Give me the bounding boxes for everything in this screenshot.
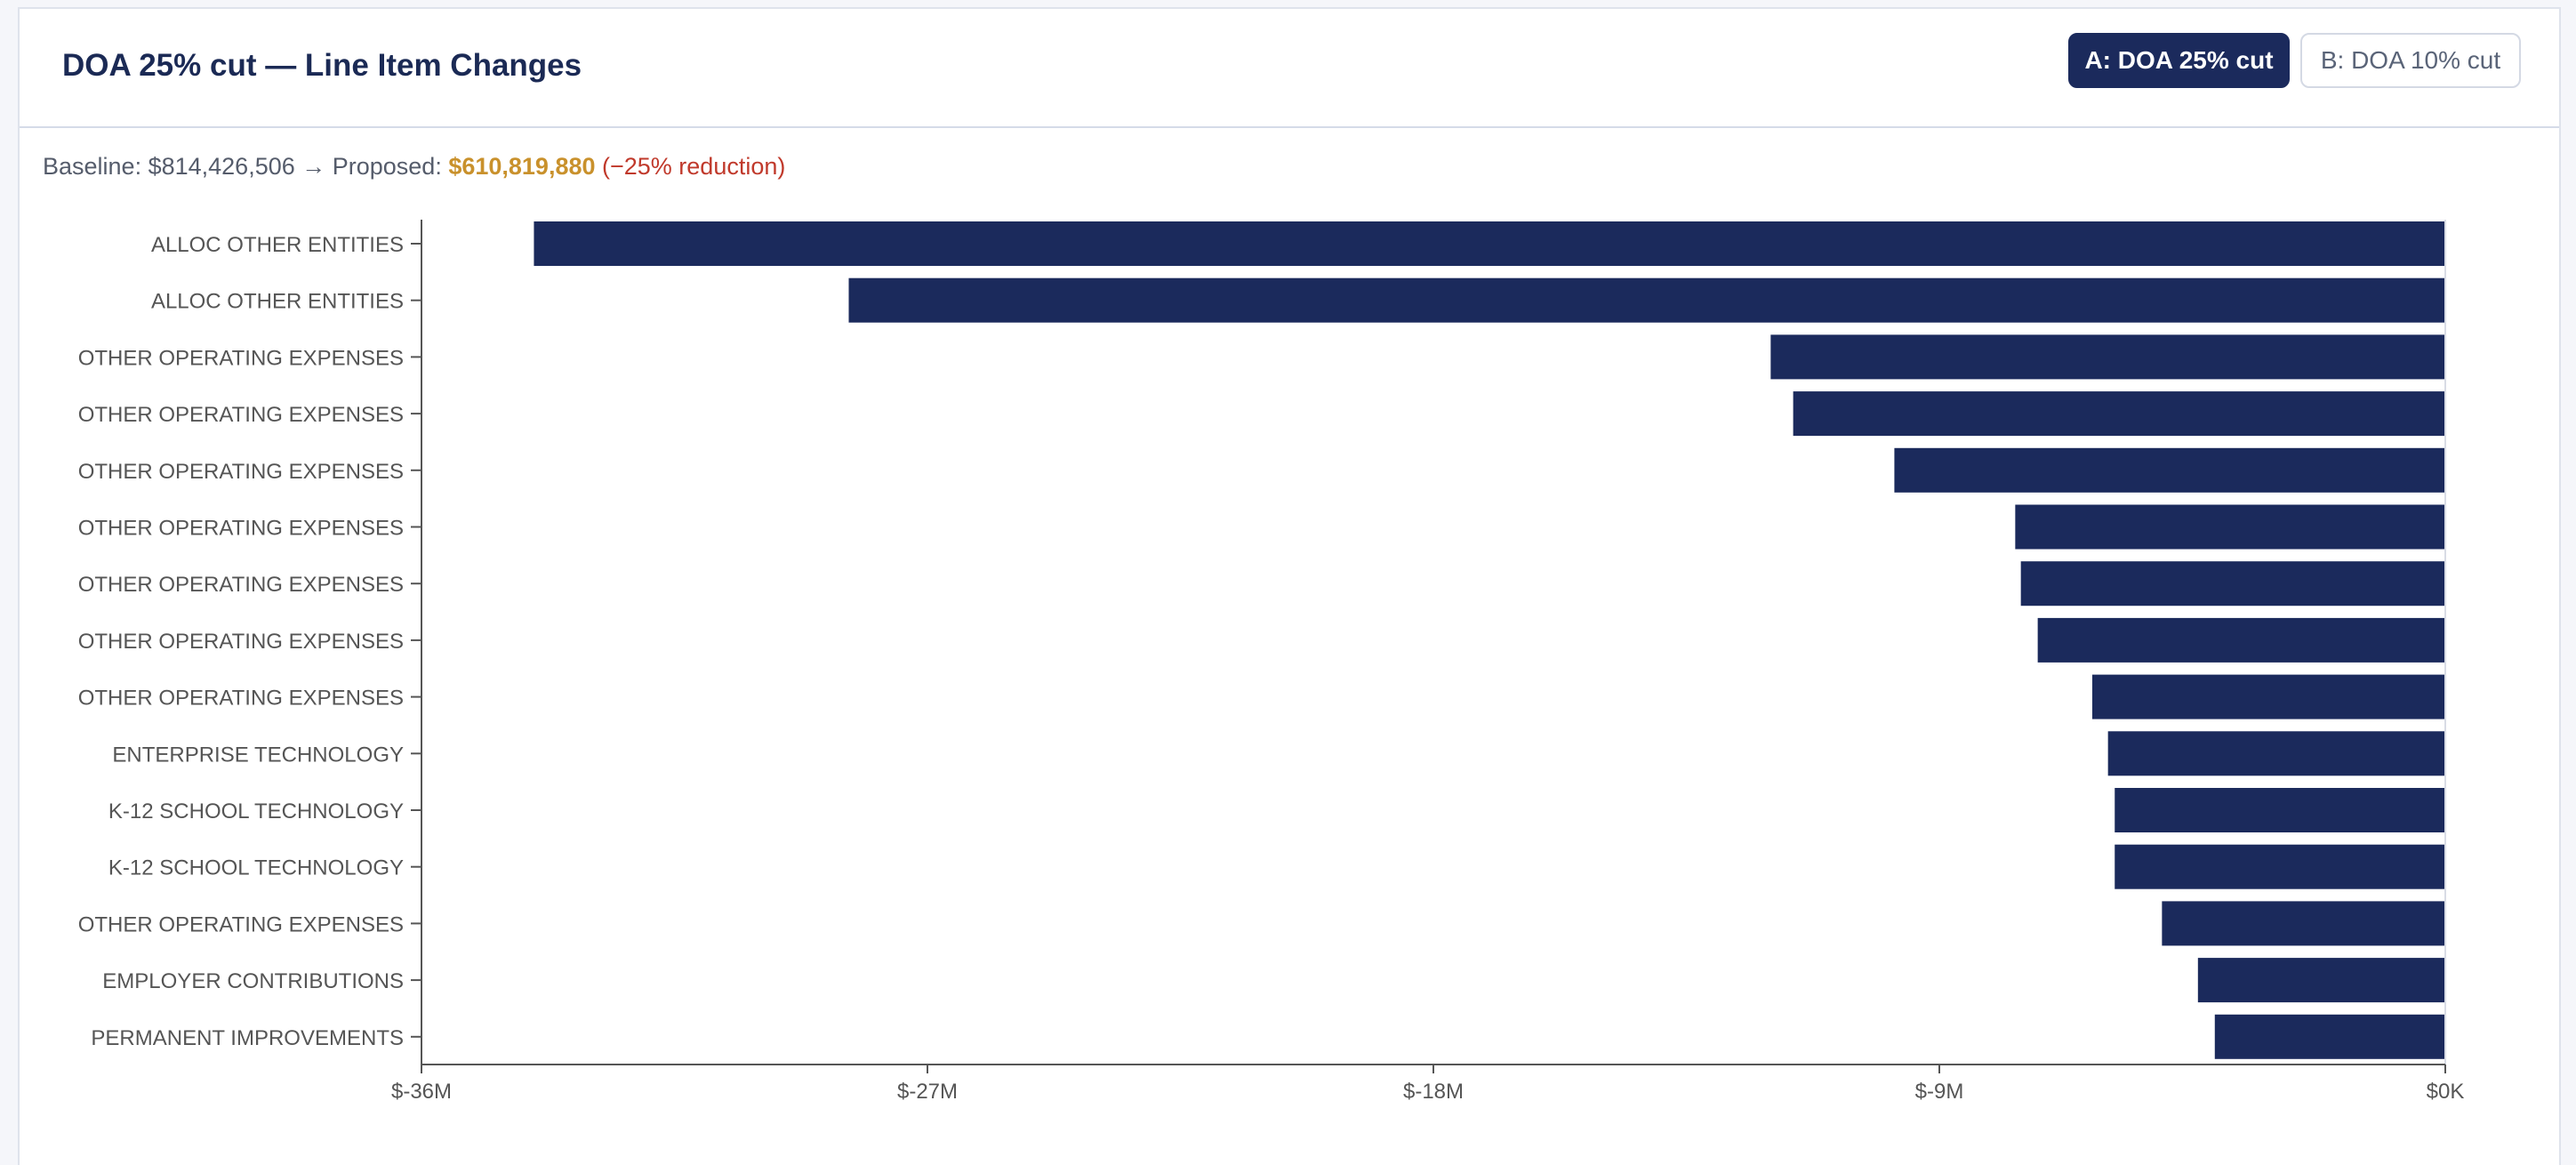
y-tick-label: ALLOC OTHER ENTITIES bbox=[151, 290, 404, 314]
bar bbox=[2107, 731, 2445, 776]
y-tick-label: OTHER OPERATING EXPENSES bbox=[78, 403, 404, 427]
proposed-amount: $610,819,880 bbox=[448, 153, 596, 180]
y-tick-label: OTHER OPERATING EXPENSES bbox=[78, 460, 404, 484]
bar bbox=[534, 221, 2446, 266]
x-tick-label: $-36M bbox=[391, 1080, 452, 1104]
y-tick-label: OTHER OPERATING EXPENSES bbox=[78, 346, 404, 370]
bar bbox=[2037, 617, 2445, 663]
y-tick-label: OTHER OPERATING EXPENSES bbox=[78, 912, 404, 936]
bar bbox=[2197, 958, 2445, 1003]
bar bbox=[2214, 1014, 2445, 1059]
y-tick-label: K-12 SCHOOL TECHNOLOGY bbox=[108, 856, 404, 880]
x-tick-label: $-9M bbox=[1915, 1080, 1964, 1104]
bar bbox=[1770, 334, 2445, 380]
bar bbox=[2091, 674, 2445, 719]
x-tick-label: $0K bbox=[2427, 1080, 2465, 1104]
tab-scenario-b[interactable]: B: DOA 10% cut bbox=[2300, 33, 2521, 88]
bar bbox=[2015, 504, 2445, 550]
y-tick-label: EMPLOYER CONTRIBUTIONS bbox=[102, 969, 404, 993]
bar bbox=[1894, 447, 2445, 493]
bar bbox=[2020, 561, 2445, 607]
x-tick-label: $-27M bbox=[897, 1080, 958, 1104]
y-tick-label: ENTERPRISE TECHNOLOGY bbox=[112, 743, 404, 767]
y-tick-label: OTHER OPERATING EXPENSES bbox=[78, 630, 404, 654]
bar bbox=[2115, 844, 2445, 889]
x-tick-label: $-18M bbox=[1403, 1080, 1464, 1104]
bar bbox=[2115, 788, 2445, 832]
y-tick-label: ALLOC OTHER ENTITIES bbox=[151, 233, 404, 257]
y-tick-label: PERMANENT IMPROVEMENTS bbox=[91, 1026, 404, 1050]
bar bbox=[1793, 391, 2445, 437]
baseline-text: Baseline: $814,426,506 → Proposed: bbox=[43, 153, 449, 180]
y-tick-label: OTHER OPERATING EXPENSES bbox=[78, 687, 404, 711]
reduction-text: (−25% reduction) bbox=[595, 153, 786, 180]
y-tick-label: OTHER OPERATING EXPENSES bbox=[78, 573, 404, 597]
tab-scenario-a[interactable]: A: DOA 25% cut bbox=[2068, 33, 2290, 88]
y-tick-label: OTHER OPERATING EXPENSES bbox=[78, 517, 404, 541]
y-tick-label: K-12 SCHOOL TECHNOLOGY bbox=[108, 799, 404, 824]
bar bbox=[848, 277, 2445, 323]
summary-line: Baseline: $814,426,506 → Proposed: $610,… bbox=[43, 151, 785, 181]
bar bbox=[2162, 901, 2445, 946]
card-header: DOA 25% cut — Line Item Changes A: DOA 2… bbox=[20, 9, 2559, 128]
chart-title: DOA 25% cut — Line Item Changes bbox=[62, 48, 582, 83]
